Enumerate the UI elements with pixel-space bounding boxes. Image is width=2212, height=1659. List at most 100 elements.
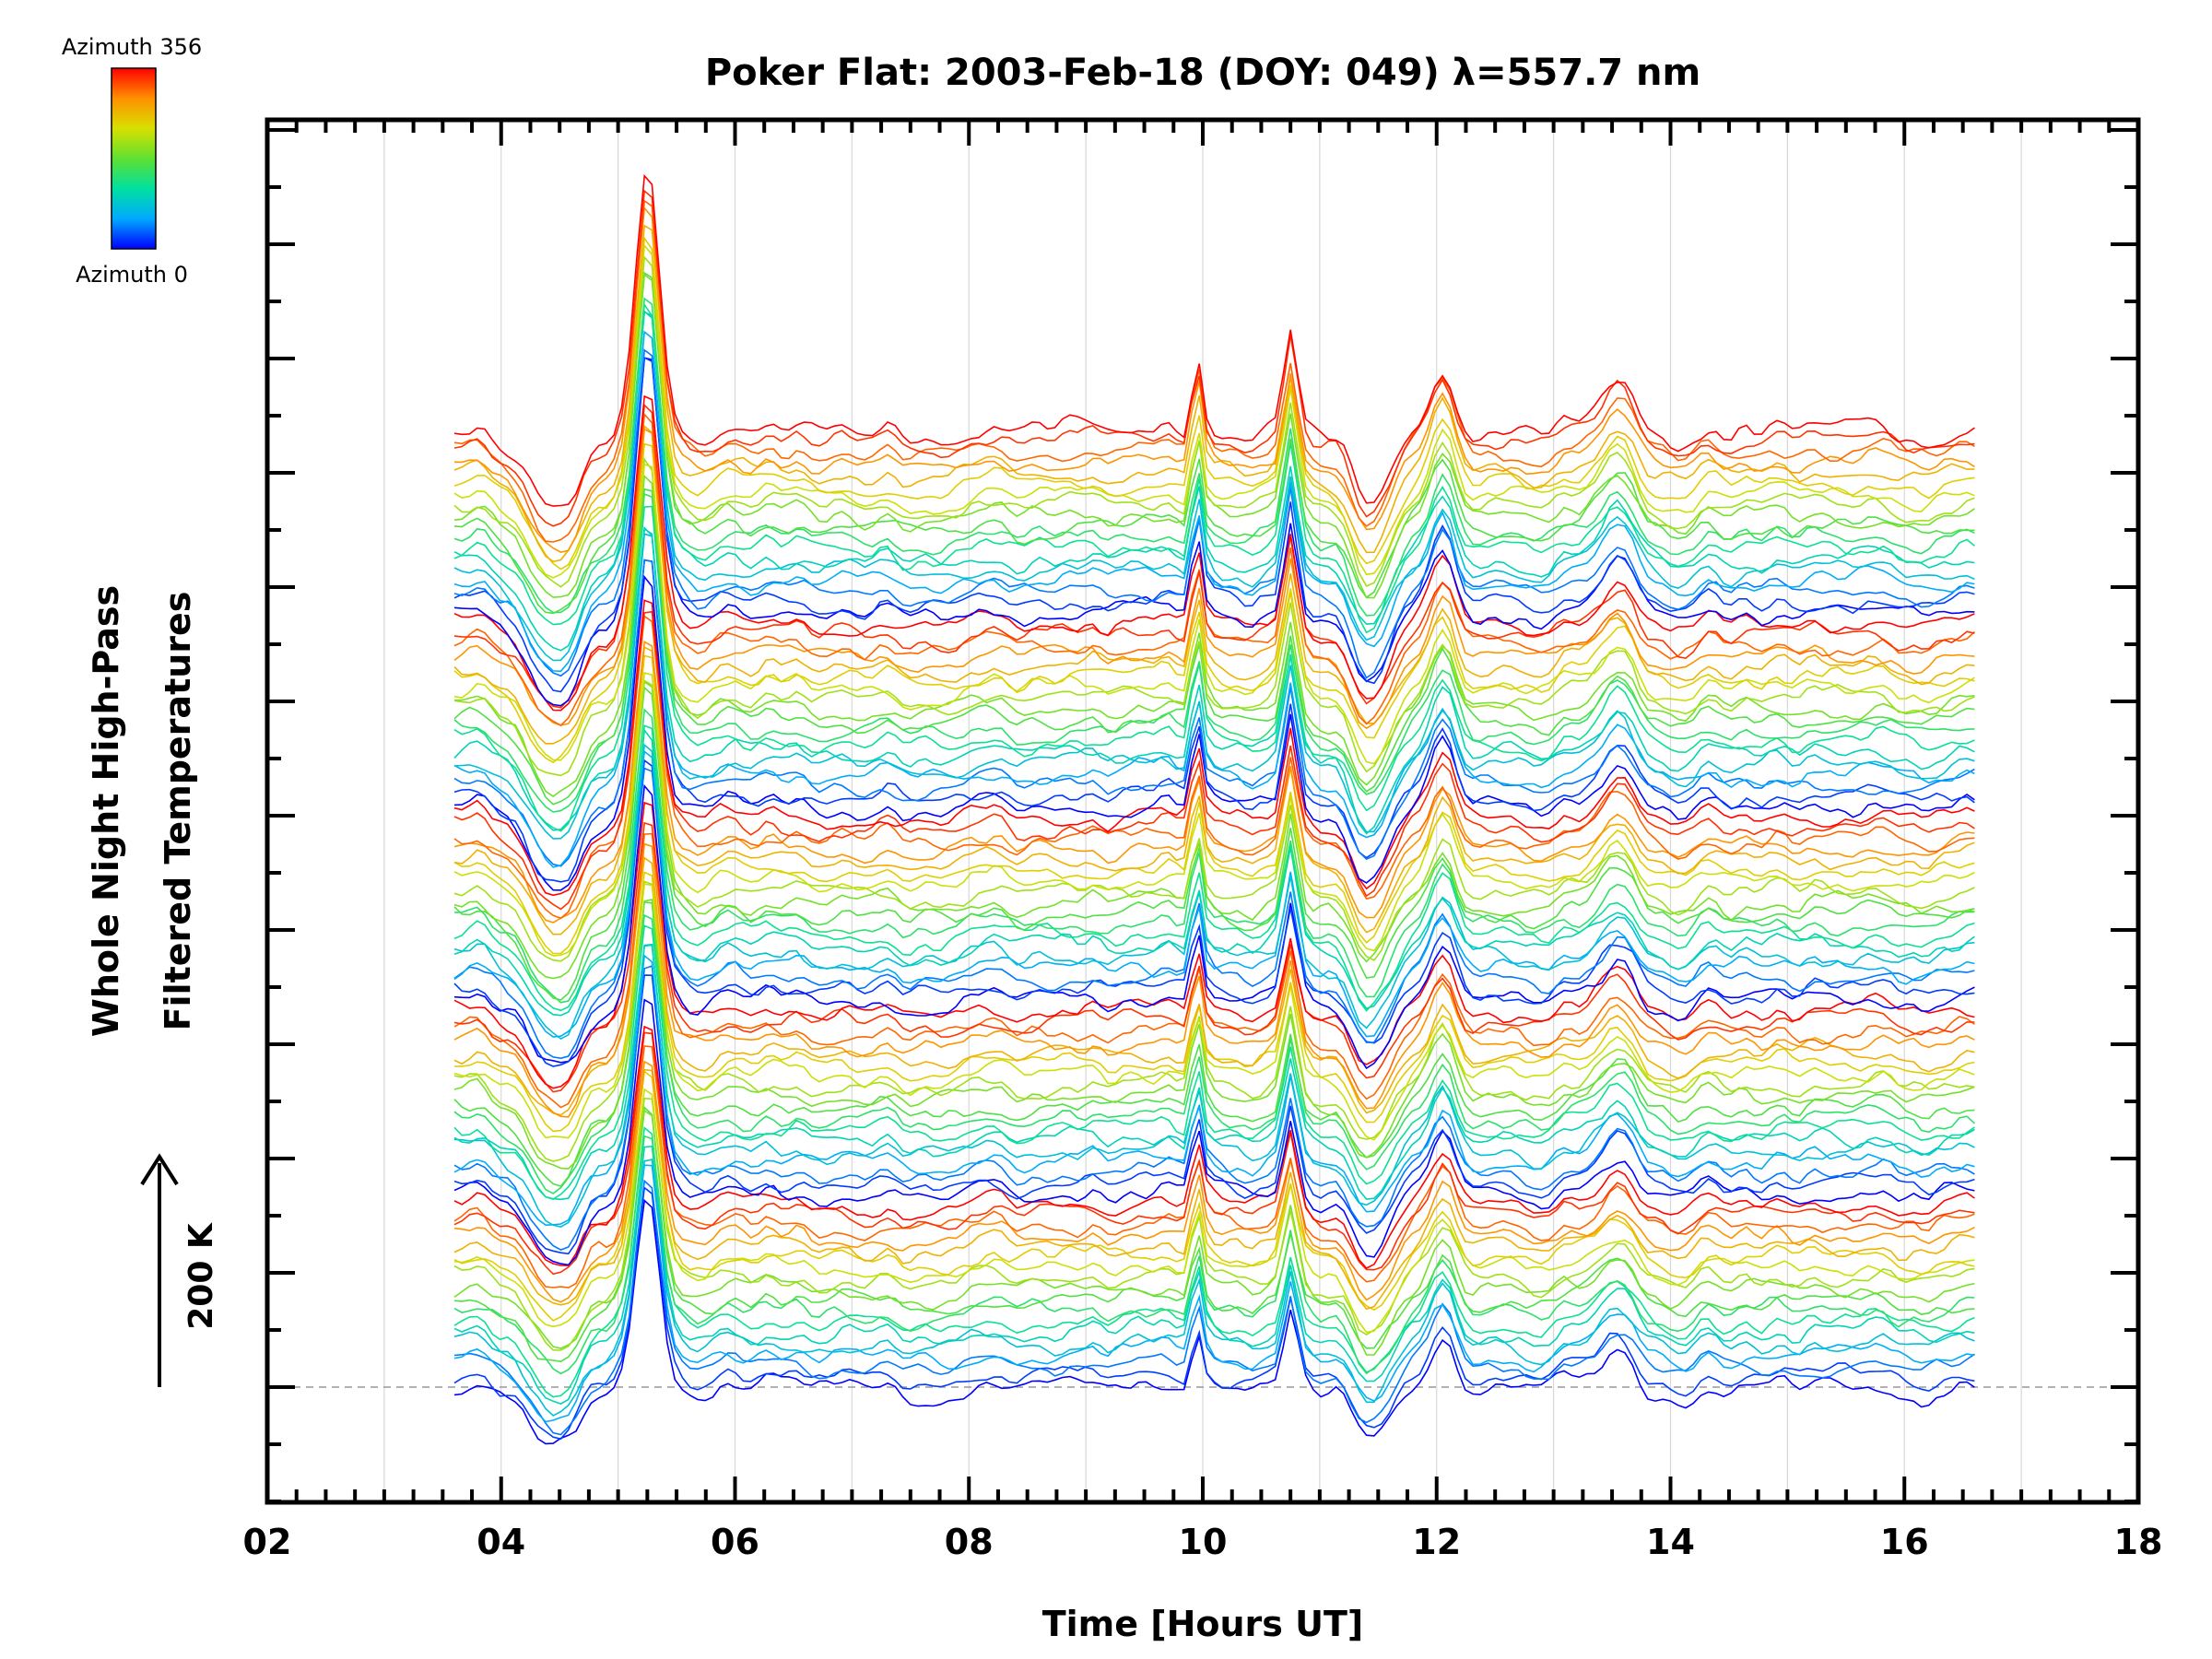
- series-line: [453, 954, 1975, 1227]
- series-line: [453, 348, 1975, 679]
- series-line: [453, 243, 1975, 579]
- series-line: [453, 492, 1975, 813]
- series-line: [453, 1186, 1975, 1441]
- series-line: [453, 527, 1975, 840]
- series-line: [453, 724, 1975, 1012]
- series-line: [453, 271, 1975, 615]
- x-tick-label: 12: [1412, 1522, 1461, 1562]
- series-line: [453, 1159, 1975, 1417]
- series-line: [453, 640, 1975, 924]
- series-line: [453, 424, 1975, 745]
- series-line: [453, 189, 1975, 527]
- series-line: [453, 654, 1975, 955]
- series-line: [453, 457, 1975, 777]
- series-line: [453, 224, 1975, 563]
- series-line: [453, 783, 1975, 1070]
- x-tick-label: 14: [1646, 1522, 1695, 1562]
- series-line: [453, 944, 1975, 1201]
- series-line: [453, 1135, 1975, 1375]
- series-line: [453, 559, 1975, 867]
- series-line: [453, 1069, 1975, 1322]
- series-line: [453, 1097, 1975, 1351]
- series-line: [453, 998, 1975, 1266]
- series-line: [453, 943, 1975, 1228]
- series-line: [453, 1025, 1975, 1269]
- x-tick-label: 08: [945, 1522, 994, 1562]
- x-axis-title: Time [Hours UT]: [1042, 1604, 1364, 1644]
- colorbar-bottom-label: Azimuth 0: [76, 262, 188, 288]
- series-line: [453, 913, 1975, 1194]
- series-line: [453, 206, 1975, 553]
- series-line: [453, 1198, 1975, 1445]
- series-line: [453, 645, 1975, 935]
- series-line: [453, 488, 1975, 806]
- series-line: [453, 199, 1975, 543]
- series-line: [453, 856, 1975, 1116]
- scale-bar: [140, 1153, 179, 1387]
- series-line: [453, 749, 1975, 1038]
- series-line: [453, 610, 1975, 911]
- series-line: [453, 559, 1975, 883]
- series-line: [453, 883, 1975, 1141]
- series-line: [453, 463, 1975, 765]
- series-line: [453, 767, 1975, 1060]
- series-line: [453, 236, 1975, 571]
- scale-arrow-head: [140, 1153, 179, 1186]
- series-line: [453, 974, 1975, 1255]
- axis-ticks: [265, 120, 2140, 1503]
- series-line: [453, 428, 1975, 730]
- series-line: [453, 310, 1975, 662]
- series-line: [453, 821, 1975, 1093]
- x-tick-label: 06: [711, 1522, 759, 1562]
- x-tick-label: 10: [1179, 1522, 1228, 1562]
- y-axis-title-line-1: Whole Night High-Pass: [86, 585, 126, 1037]
- series-line: [453, 1164, 1975, 1423]
- series-line: [453, 505, 1975, 832]
- series-line: [453, 403, 1975, 709]
- series-line: [453, 356, 1975, 693]
- x-tick-label: 02: [243, 1522, 292, 1562]
- series-line: [453, 330, 1975, 673]
- series-line: [453, 1031, 1975, 1276]
- series-line: [453, 394, 1975, 712]
- series-line: [453, 1126, 1975, 1398]
- series-line: [453, 901, 1975, 1187]
- colorbar-top-label: Azimuth 356: [62, 34, 202, 60]
- series-line: [453, 728, 1975, 1017]
- series-line: [453, 599, 1975, 897]
- x-tick-label: 16: [1880, 1522, 1929, 1562]
- series-line: [453, 311, 1975, 652]
- series-line: [453, 302, 1975, 634]
- series-line: [453, 412, 1975, 727]
- series-line: [453, 173, 1975, 507]
- y-axis-title-line-2: Filtered Temperatures: [158, 592, 198, 1031]
- series-line: [453, 1105, 1975, 1363]
- x-tick-label: 18: [2114, 1522, 2163, 1562]
- series-line: [453, 1179, 1975, 1436]
- series-line: [453, 924, 1975, 1200]
- series-line: [453, 525, 1975, 835]
- series-line: [453, 1068, 1975, 1311]
- series-line: [453, 442, 1975, 764]
- series-group: [453, 173, 1975, 1445]
- x-tick-label: 04: [477, 1522, 525, 1562]
- series-line: [453, 1060, 1975, 1303]
- series-line: [453, 832, 1975, 1109]
- series-line: [453, 899, 1975, 1170]
- series-line: [453, 880, 1975, 1162]
- series-line: [453, 615, 1975, 920]
- series-line: [453, 759, 1975, 1067]
- series-line: [453, 801, 1975, 1089]
- series-line: [453, 357, 1975, 707]
- series-line: [453, 680, 1975, 980]
- series-line: [453, 1109, 1975, 1356]
- series-line: [453, 679, 1975, 962]
- series-line: [453, 842, 1975, 1118]
- scale-bar-label: 200 K: [182, 1222, 220, 1330]
- chart-title: Poker Flat: 2003-Feb-18 (DOY: 049) λ=557…: [705, 52, 1700, 94]
- series-line: [453, 255, 1975, 588]
- series-line: [453, 671, 1975, 957]
- x-tick-labels: 02 04 06 08 10 12 14 16 18: [243, 1522, 2163, 1562]
- colorbar: [111, 67, 157, 250]
